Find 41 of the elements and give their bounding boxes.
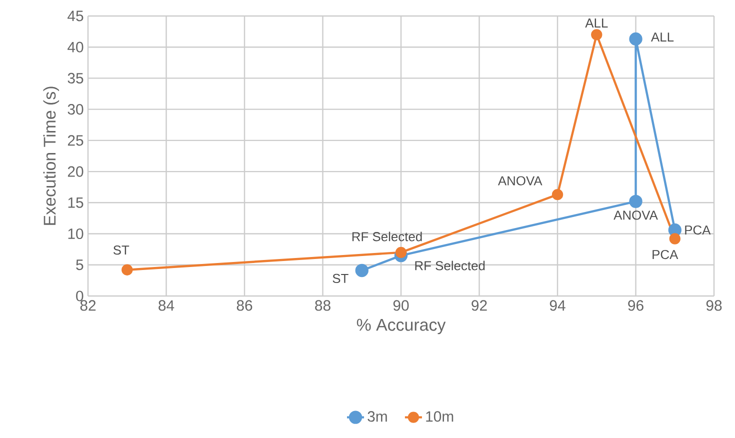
x-axis-title: % Accuracy (356, 318, 446, 334)
y-tick-label: 0 (76, 290, 84, 302)
x-tick-label: 94 (550, 300, 566, 311)
point (122, 264, 133, 276)
x-tick-label: 82 (80, 300, 96, 311)
point (395, 246, 407, 258)
y-tick-label: 15 (68, 197, 84, 208)
annotation: ALL (585, 18, 608, 28)
y-tick-label: 20 (68, 166, 84, 177)
annotation: ST (113, 245, 130, 255)
y-tick-label: 5 (76, 260, 84, 270)
x-tick-label: 84 (158, 300, 174, 311)
point (629, 194, 642, 208)
x-tick-label: 88 (315, 300, 330, 311)
annotation: RF Selected (352, 232, 422, 242)
y-tick-label: 40 (68, 42, 84, 52)
point (669, 233, 680, 244)
point (355, 264, 368, 278)
y-tick-label: 45 (68, 10, 84, 22)
point (591, 29, 602, 40)
x-tick-label: 98 (706, 300, 722, 311)
legend-label: 3m (368, 411, 387, 422)
y-tick-label: 25 (68, 135, 84, 146)
x-tick-label: 90 (393, 300, 409, 311)
annotation: RF Selected (415, 260, 485, 270)
legend-label: 10m (426, 411, 454, 422)
annotation: ANOVA (498, 176, 542, 186)
annotation: PCA (652, 250, 678, 260)
y-tick-label: 35 (68, 72, 84, 84)
x-tick-label: 96 (628, 300, 644, 311)
annotation: ANOVA (614, 210, 658, 220)
point (629, 32, 642, 46)
annotation: ST (332, 274, 348, 284)
point (552, 188, 564, 200)
x-tick-label: 86 (236, 300, 252, 311)
annotation: ALL (650, 32, 674, 42)
y-axis-title: Execution Time (s) (43, 86, 60, 225)
x-tick-label: 92 (472, 300, 487, 311)
annotation: PCA (685, 225, 711, 235)
y-tick-label: 30 (68, 104, 84, 115)
y-tick-label: 10 (68, 228, 84, 240)
